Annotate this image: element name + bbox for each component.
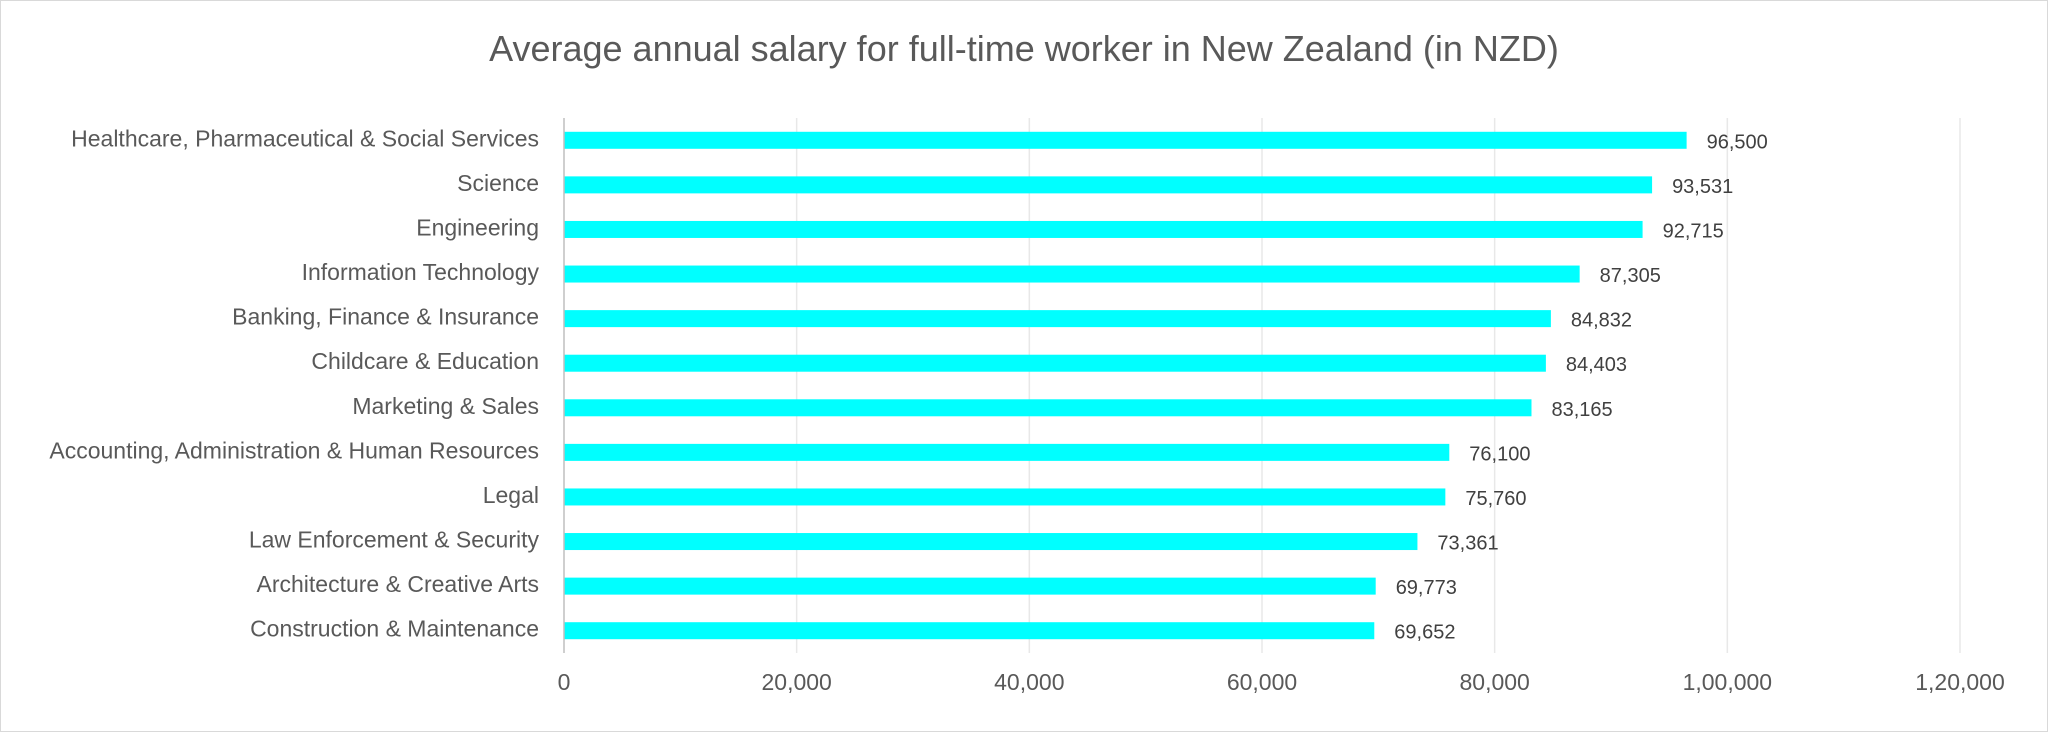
category-label: Banking, Finance & Insurance	[232, 304, 539, 330]
x-tick-label: 0	[558, 669, 571, 695]
bar	[564, 577, 1376, 595]
bar	[564, 622, 1375, 640]
data-label: 69,652	[1394, 622, 1455, 644]
x-tick-label: 80,000	[1459, 669, 1529, 695]
category-label: Architecture & Creative Arts	[257, 571, 540, 597]
data-label: 93,531	[1672, 176, 1733, 198]
x-tick-label: 20,000	[761, 669, 831, 695]
category-label: Marketing & Sales	[352, 393, 539, 419]
bar	[564, 310, 1551, 328]
x-tick-label: 1,00,000	[1683, 669, 1773, 695]
data-label: 83,165	[1551, 399, 1612, 421]
chart-title: Average annual salary for full-time work…	[489, 28, 1559, 69]
bar	[564, 354, 1546, 372]
category-label: Engineering	[416, 214, 539, 240]
data-label: 73,361	[1437, 533, 1498, 555]
bar	[564, 131, 1687, 149]
gridlines	[795, 118, 1961, 653]
bar	[564, 533, 1418, 551]
bar	[564, 220, 1643, 238]
bar	[564, 443, 1450, 461]
bar	[564, 176, 1653, 194]
x-tick-label: 40,000	[994, 669, 1064, 695]
category-label: Science	[457, 170, 539, 196]
category-label: Childcare & Education	[311, 348, 539, 374]
bar	[564, 265, 1580, 283]
data-label: 76,100	[1469, 443, 1530, 465]
category-label: Construction & Maintenance	[250, 616, 539, 642]
data-label: 87,305	[1600, 265, 1661, 287]
bar	[564, 399, 1532, 417]
data-label: 84,832	[1571, 310, 1632, 332]
axes: 0 20,000 40,000 60,000 80,000 1,00,000 1,20,00…	[49, 118, 2005, 695]
data-label: 84,403	[1566, 354, 1627, 376]
category-label: Legal	[483, 482, 539, 508]
category-label: Law Enforcement & Security	[249, 527, 540, 553]
bar	[564, 488, 1446, 506]
x-tick-label: 1,20,000	[1915, 669, 2005, 695]
category-label: Information Technology	[302, 259, 540, 285]
category-label: Accounting, Administration & Human Resou…	[49, 437, 539, 463]
data-label: 96,500	[1707, 131, 1768, 153]
x-tick-label: 60,000	[1227, 669, 1297, 695]
bars	[564, 131, 1687, 640]
category-label: Healthcare, Pharmaceutical & Social Serv…	[71, 125, 539, 151]
data-label: 69,773	[1396, 577, 1457, 599]
data-label: 92,715	[1663, 220, 1724, 242]
data-label: 75,760	[1465, 488, 1526, 510]
